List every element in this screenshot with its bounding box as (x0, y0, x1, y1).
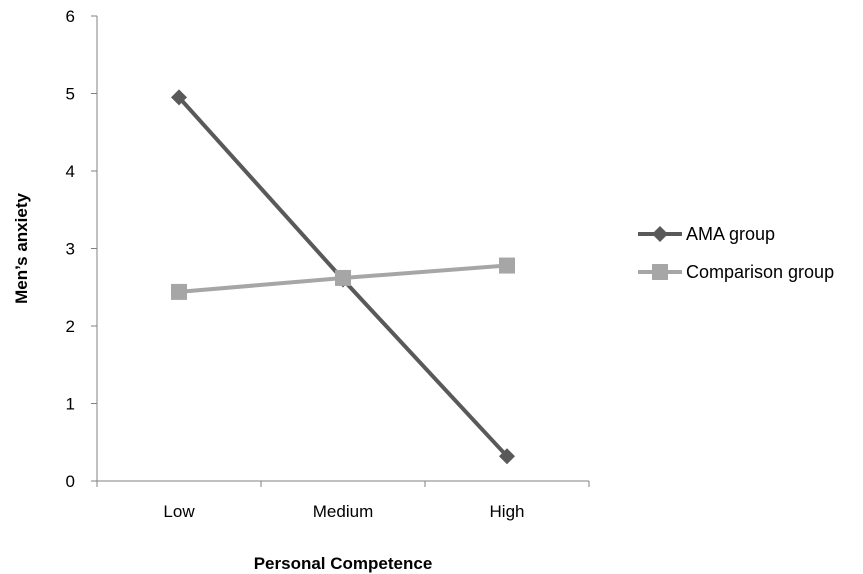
legend-label: Comparison group (686, 262, 834, 282)
y-tick-label: 3 (66, 240, 75, 259)
legend: AMA group Comparison group (638, 224, 834, 282)
series-comparison-group (171, 257, 515, 300)
y-tick-label: 0 (66, 472, 75, 491)
y-tick-label: 2 (66, 317, 75, 336)
x-tick-label: High (490, 502, 525, 521)
data-point (171, 283, 187, 300)
x-tick-label: Medium (313, 502, 373, 521)
x-axis-title: Personal Competence (254, 554, 433, 573)
y-tick-label: 1 (66, 395, 75, 414)
data-point (499, 448, 515, 465)
data-point (335, 269, 351, 286)
data-point (499, 257, 515, 274)
data-point (171, 89, 187, 106)
y-axis-ticks: 0 1 2 3 4 5 6 (66, 7, 97, 491)
y-axis-title: Men’s anxiety (12, 193, 31, 304)
square-icon (652, 264, 668, 280)
y-tick-label: 5 (66, 85, 75, 104)
x-tick-label: Low (163, 502, 195, 521)
legend-label: AMA group (686, 224, 775, 244)
legend-item: AMA group (638, 224, 775, 244)
legend-item: Comparison group (638, 262, 834, 282)
axes (96, 16, 589, 482)
series-layer (171, 89, 515, 465)
x-axis-ticks: Low Medium High (96, 481, 590, 521)
y-tick-label: 6 (66, 7, 75, 26)
y-tick-label: 4 (66, 162, 75, 181)
diamond-icon (652, 226, 668, 242)
